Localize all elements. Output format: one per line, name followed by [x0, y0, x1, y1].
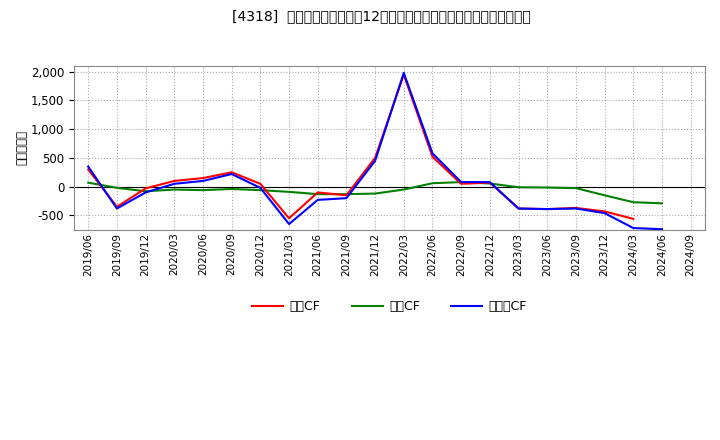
営業CF	[84, 167, 93, 172]
フリーCF	[572, 206, 580, 211]
フリーCF	[170, 181, 179, 187]
投資CF	[456, 180, 465, 185]
投資CF	[600, 193, 609, 198]
投資CF	[657, 201, 666, 206]
営業CF	[514, 206, 523, 211]
営業CF	[485, 180, 494, 185]
投資CF	[84, 180, 93, 185]
フリーCF	[400, 70, 408, 76]
投資CF	[228, 187, 236, 192]
フリーCF	[456, 180, 465, 185]
営業CF	[342, 193, 351, 198]
フリーCF	[199, 178, 207, 183]
フリーCF	[657, 227, 666, 232]
営業CF	[228, 170, 236, 175]
投資CF	[284, 189, 293, 194]
営業CF	[400, 72, 408, 77]
営業CF	[629, 216, 638, 221]
フリーCF	[543, 206, 552, 212]
営業CF	[543, 206, 552, 212]
営業CF	[256, 181, 265, 187]
投資CF	[342, 191, 351, 197]
フリーCF	[228, 172, 236, 177]
投資CF	[256, 187, 265, 193]
フリーCF	[342, 195, 351, 201]
フリーCF	[629, 225, 638, 231]
営業CF	[572, 205, 580, 211]
フリーCF	[313, 197, 322, 202]
フリーCF	[371, 158, 379, 164]
投資CF	[199, 187, 207, 193]
投資CF	[112, 185, 121, 191]
投資CF	[485, 181, 494, 186]
営業CF	[600, 209, 609, 214]
営業CF	[456, 181, 465, 187]
Line: 投資CF: 投資CF	[89, 182, 662, 203]
投資CF	[313, 191, 322, 197]
Line: 営業CF: 営業CF	[89, 75, 634, 219]
営業CF	[112, 204, 121, 209]
営業CF	[141, 186, 150, 191]
フリーCF	[84, 164, 93, 169]
営業CF	[284, 216, 293, 221]
フリーCF	[428, 151, 437, 156]
投資CF	[514, 185, 523, 190]
投資CF	[141, 189, 150, 194]
投資CF	[400, 187, 408, 192]
Y-axis label: （百万円）: （百万円）	[15, 130, 28, 165]
フリーCF	[141, 190, 150, 195]
フリーCF	[514, 206, 523, 211]
Line: フリーCF: フリーCF	[89, 73, 662, 229]
営業CF	[170, 178, 179, 183]
投資CF	[428, 180, 437, 186]
フリーCF	[600, 210, 609, 216]
フリーCF	[112, 206, 121, 211]
営業CF	[428, 154, 437, 159]
フリーCF	[284, 221, 293, 227]
投資CF	[170, 187, 179, 192]
投資CF	[371, 191, 379, 196]
Text: [4318]  キャッシュフローの12か月移動合計の対前年同期増減額の推移: [4318] キャッシュフローの12か月移動合計の対前年同期増減額の推移	[233, 9, 531, 23]
投資CF	[629, 200, 638, 205]
フリーCF	[485, 180, 494, 185]
投資CF	[572, 186, 580, 191]
フリーCF	[256, 185, 265, 191]
営業CF	[199, 176, 207, 181]
投資CF	[543, 185, 552, 190]
営業CF	[313, 190, 322, 195]
営業CF	[371, 155, 379, 161]
Legend: 営業CF, 投資CF, フリーCF: 営業CF, 投資CF, フリーCF	[247, 295, 532, 318]
